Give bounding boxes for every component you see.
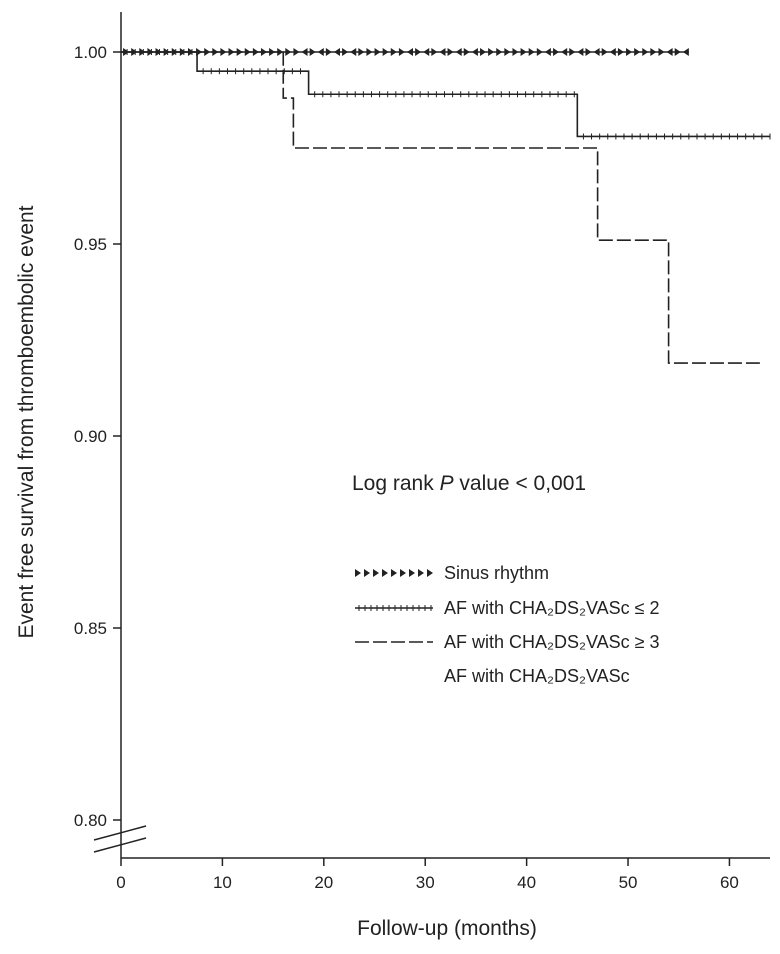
censor-marker — [398, 48, 405, 56]
censor-marker — [439, 48, 446, 56]
legend-marker — [364, 569, 370, 577]
censor-marker — [260, 48, 267, 56]
censor-marker — [682, 48, 689, 56]
legend-marker — [409, 569, 415, 577]
annotation: Log rank P value < 0,001 — [352, 472, 586, 495]
censor-marker — [415, 48, 422, 56]
censor-marker — [569, 48, 576, 56]
legend-marker — [382, 569, 388, 577]
series-3 — [121, 51, 760, 364]
censor-marker — [626, 48, 633, 56]
x-tick-label: 20 — [314, 873, 333, 892]
censor-marker — [374, 48, 381, 56]
censor-marker — [293, 48, 300, 56]
censor-marker — [390, 48, 397, 56]
x-tick-label: 30 — [416, 873, 435, 892]
y-tick-label: 0.90 — [74, 427, 107, 446]
censor-marker — [666, 48, 673, 56]
legend-label: AF with CHA₂DS₂VASc ≥ 3 — [444, 632, 660, 652]
axis-break-mark — [93, 825, 147, 841]
censor-marker — [204, 48, 211, 56]
legend-extra-label: AF with CHA₂DS₂VASc — [444, 666, 630, 686]
censor-marker — [609, 48, 616, 56]
censor-marker — [593, 48, 600, 56]
censor-marker — [285, 48, 292, 56]
censor-marker — [512, 48, 519, 56]
censor-marker — [617, 48, 624, 56]
censor-marker — [601, 48, 608, 56]
censor-marker — [480, 48, 487, 56]
log-rank-annotation: Log rank P value < 0,001 — [352, 472, 586, 495]
censor-marker — [277, 48, 284, 56]
censor-marker — [504, 48, 511, 56]
censor-marker — [342, 48, 349, 56]
x-tick-label: 0 — [116, 873, 125, 892]
censor-marker — [585, 48, 592, 56]
legend-item-1: Sinus rhythm — [355, 563, 549, 583]
censor-marker — [674, 48, 681, 56]
censor-marker — [463, 48, 470, 56]
x-axis-label: Follow-up (months) — [357, 917, 537, 940]
censor-marker — [658, 48, 665, 56]
legend-marker — [373, 569, 379, 577]
censor-marker — [471, 48, 478, 56]
legend-marker — [400, 569, 406, 577]
series-line — [121, 51, 760, 364]
censor-marker — [423, 48, 430, 56]
censor-marker — [358, 48, 365, 56]
x-tick-label: 50 — [619, 873, 638, 892]
y-axis-label: Event free survival from thromboembolic … — [15, 205, 38, 638]
legend-marker — [355, 569, 361, 577]
legend-marker — [427, 569, 433, 577]
censor-marker — [642, 48, 649, 56]
censor-marker — [366, 48, 373, 56]
censor-marker — [634, 48, 641, 56]
censor-marker — [325, 48, 332, 56]
censor-marker — [520, 48, 527, 56]
legend-label: AF with CHA₂DS₂VASc ≤ 2 — [444, 598, 660, 618]
censor-marker — [553, 48, 560, 56]
x-tick-label: 40 — [517, 873, 536, 892]
censor-marker — [317, 48, 324, 56]
censor-marker — [333, 48, 340, 56]
legend: Sinus rhythm AF with CHA₂DS₂VASc ≤ 2 AF wi… — [355, 563, 660, 686]
censor-marker — [488, 48, 495, 56]
censor-marker — [536, 48, 543, 56]
censor-marker — [309, 48, 316, 56]
y-tick-label: 0.85 — [74, 619, 107, 638]
censor-marker — [350, 48, 357, 56]
censor-marker — [431, 48, 438, 56]
legend-marker — [418, 569, 424, 577]
x-tick-label: 60 — [720, 873, 739, 892]
censor-marker — [455, 48, 462, 56]
legend-label: Sinus rhythm — [444, 563, 549, 583]
censor-marker — [577, 48, 584, 56]
censor-marker — [650, 48, 657, 56]
censor-marker — [407, 48, 414, 56]
censor-marker — [301, 48, 308, 56]
series-1 — [121, 48, 689, 56]
axes: 0.80 0.85 0.90 0.95 1.00 0 10 20 30 40 50 60 — [74, 12, 770, 892]
y-tick-label: 0.95 — [74, 235, 107, 254]
y-tick-label: 1.00 — [74, 43, 107, 62]
series-lines — [121, 48, 771, 364]
censor-marker — [561, 48, 568, 56]
y-tick-label: 0.80 — [74, 811, 107, 830]
legend-marker — [391, 569, 397, 577]
series-line — [121, 51, 770, 138]
legend-item-2: AF with CHA₂DS₂VASc ≤ 2 — [355, 598, 660, 618]
censor-marker — [528, 48, 535, 56]
censor-marker — [496, 48, 503, 56]
legend-item-3: AF with CHA₂DS₂VASc ≥ 3 — [355, 632, 660, 652]
axis-break-mark — [93, 837, 147, 853]
series-2 — [121, 49, 771, 140]
censor-marker — [382, 48, 389, 56]
censor-marker — [544, 48, 551, 56]
x-tick-label: 10 — [213, 873, 232, 892]
censor-marker — [447, 48, 454, 56]
